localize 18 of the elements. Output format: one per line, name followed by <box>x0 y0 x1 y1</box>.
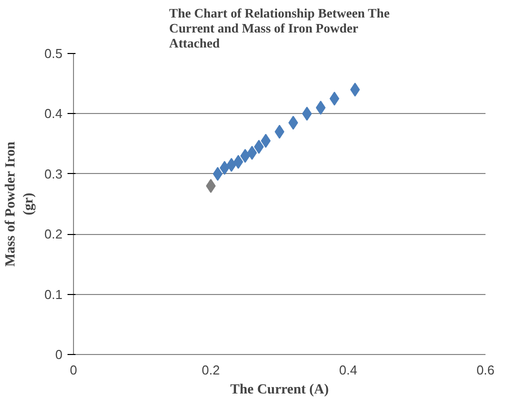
point <box>260 134 271 148</box>
x-tick-label: 0.4 <box>339 362 358 378</box>
y-tick-label: 0.4 <box>44 106 63 122</box>
x-axis-title: The Current (A) <box>230 382 330 398</box>
y-tick-label: 0.5 <box>44 46 63 61</box>
x-tick-label: 0.6 <box>476 362 495 378</box>
y-tick-label: 0.1 <box>44 286 63 302</box>
point <box>316 100 326 115</box>
y-tick-label: 0.2 <box>44 226 63 242</box>
chart-title: The Chart of Relationship Between The Current and Mass of Iron Powder Attached <box>169 6 390 50</box>
x-tick-label: 0 <box>70 362 78 378</box>
point <box>233 154 244 169</box>
point <box>288 116 298 130</box>
y-axis-title: Mass of Powder Iron (gr) <box>3 141 36 267</box>
point <box>212 166 223 181</box>
y-tick-label: 0 <box>55 347 63 362</box>
x-tick-label: 0.2 <box>202 362 220 378</box>
y-tick-label: 0.3 <box>44 166 63 182</box>
